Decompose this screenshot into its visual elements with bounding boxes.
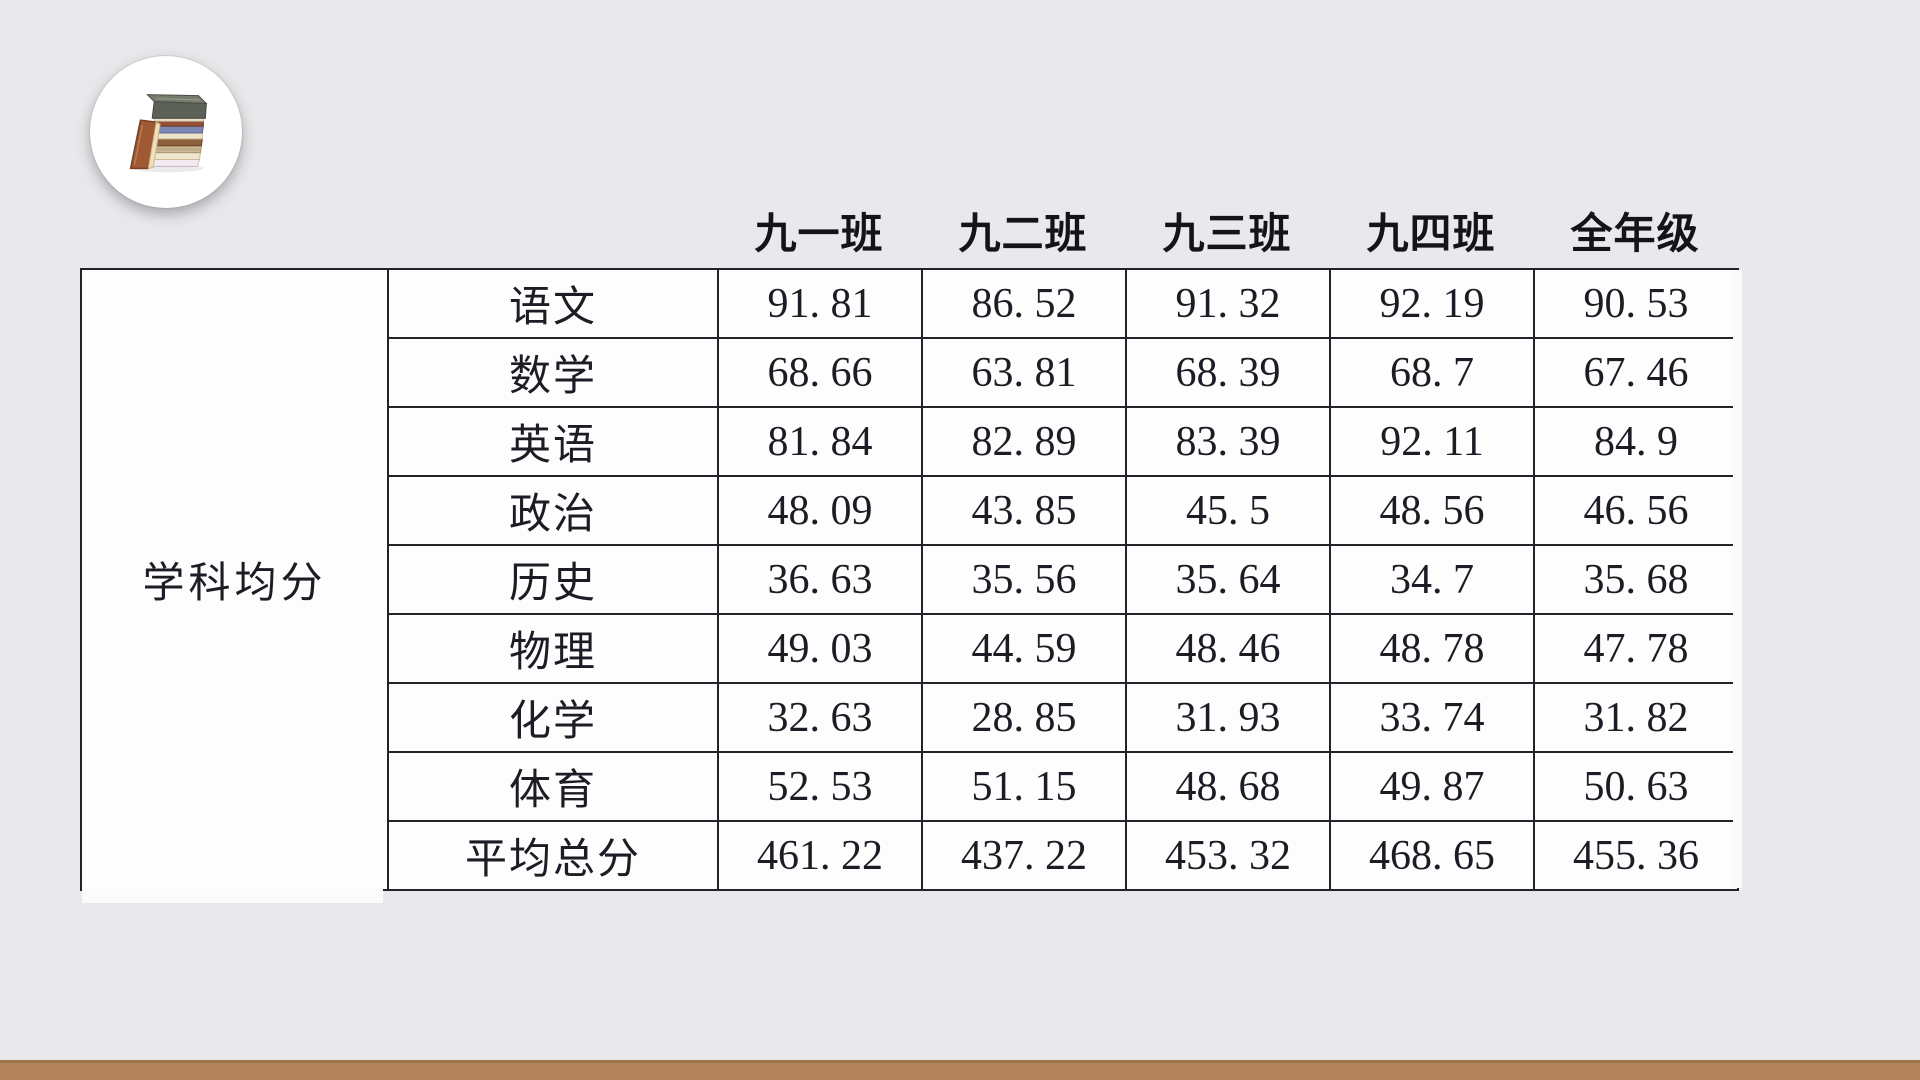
score-cell: 50. 63 (1533, 751, 1739, 822)
score-cell: 84. 9 (1533, 406, 1739, 477)
score-cell: 46. 56 (1533, 475, 1739, 546)
subject-cell: 历史 (387, 544, 719, 615)
score-cell: 52. 53 (717, 751, 923, 822)
score-cell: 44. 59 (921, 613, 1127, 684)
subject-cell: 平均总分 (387, 820, 719, 891)
score-cell: 81. 84 (717, 406, 923, 477)
score-cell: 36. 63 (717, 544, 923, 615)
score-cell: 32. 63 (717, 682, 923, 753)
score-cell: 468. 65 (1329, 820, 1535, 891)
subject-cell: 英语 (387, 406, 719, 477)
subject-cell: 化学 (387, 682, 719, 753)
table-row: 政治 48. 09 43. 85 45. 5 48. 56 46. 56 (81, 475, 1739, 546)
score-cell: 51. 15 (921, 751, 1127, 822)
score-cell: 461. 22 (717, 820, 923, 891)
row-group-cell: 学科均分 (80, 268, 389, 891)
score-cell: 45. 5 (1125, 475, 1331, 546)
score-cell: 43. 85 (921, 475, 1127, 546)
class-header-3: 九三班 (1162, 210, 1292, 257)
score-cell: 92. 19 (1329, 268, 1535, 339)
score-cell: 49. 87 (1329, 751, 1535, 822)
score-cell: 34. 7 (1329, 544, 1535, 615)
score-cell: 49. 03 (717, 613, 923, 684)
score-cell: 48. 68 (1125, 751, 1331, 822)
score-cell: 86. 52 (921, 268, 1127, 339)
table-foot-strip (82, 889, 383, 903)
score-cell: 455. 36 (1533, 820, 1739, 891)
class-header-4: 九四班 (1366, 210, 1496, 257)
score-cell: 91. 32 (1125, 268, 1331, 339)
score-cell: 453. 32 (1125, 820, 1331, 891)
score-cell: 437. 22 (921, 820, 1127, 891)
subject-cell: 物理 (387, 613, 719, 684)
score-cell: 68. 66 (717, 337, 923, 408)
class-header-row: 九一班 九二班 九三班 九四班 全年级 (717, 200, 1737, 261)
score-cell: 68. 39 (1125, 337, 1331, 408)
table-row: 数学 68. 66 63. 81 68. 39 68. 7 67. 46 (81, 337, 1739, 408)
score-cell: 35. 56 (921, 544, 1127, 615)
bottom-accent-bar (0, 1060, 1920, 1080)
books-badge (90, 56, 242, 208)
class-header-1: 九一班 (754, 210, 884, 257)
books-icon (129, 94, 208, 173)
score-cell: 68. 7 (1329, 337, 1535, 408)
table-row: 化学 32. 63 28. 85 31. 93 33. 74 31. 82 (81, 682, 1739, 753)
subject-cell: 语文 (387, 268, 719, 339)
score-cell: 91. 81 (717, 268, 923, 339)
table-row: 体育 52. 53 51. 15 48. 68 49. 87 50. 63 (81, 751, 1739, 822)
score-cell: 31. 82 (1533, 682, 1739, 753)
score-cell: 31. 93 (1125, 682, 1331, 753)
score-cell: 92. 11 (1329, 406, 1535, 477)
table-row: 平均总分 461. 22 437. 22 453. 32 468. 65 455… (81, 820, 1739, 891)
score-cell: 90. 53 (1533, 268, 1739, 339)
score-cell: 35. 68 (1533, 544, 1739, 615)
score-cell: 47. 78 (1533, 613, 1739, 684)
score-cell: 48. 56 (1329, 475, 1535, 546)
subject-cell: 数学 (387, 337, 719, 408)
score-cell: 35. 64 (1125, 544, 1331, 615)
class-header-2: 九二班 (958, 210, 1088, 257)
table-row: 历史 36. 63 35. 56 35. 64 34. 7 35. 68 (81, 544, 1739, 615)
table-row: 学科均分 语文 91. 81 86. 52 91. 32 92. 19 90. … (80, 268, 1739, 891)
score-cell: 82. 89 (921, 406, 1127, 477)
score-cell: 48. 09 (717, 475, 923, 546)
table-row: 英语 81. 84 82. 89 83. 39 92. 11 84. 9 (81, 406, 1739, 477)
table-right-strip (1733, 270, 1742, 888)
class-header-5: 全年级 (1570, 210, 1700, 257)
score-cell: 83. 39 (1125, 406, 1331, 477)
score-cell: 67. 46 (1533, 337, 1739, 408)
subject-cell: 体育 (387, 751, 719, 822)
subject-cell: 政治 (387, 475, 719, 546)
table-row: 物理 49. 03 44. 59 48. 46 48. 78 47. 78 (81, 613, 1739, 684)
score-cell: 63. 81 (921, 337, 1127, 408)
score-table: 学科均分 语文 91. 81 86. 52 91. 32 92. 19 90. … (80, 268, 1739, 891)
score-cell: 48. 46 (1125, 613, 1331, 684)
score-cell: 28. 85 (921, 682, 1127, 753)
score-cell: 33. 74 (1329, 682, 1535, 753)
score-cell: 48. 78 (1329, 613, 1535, 684)
